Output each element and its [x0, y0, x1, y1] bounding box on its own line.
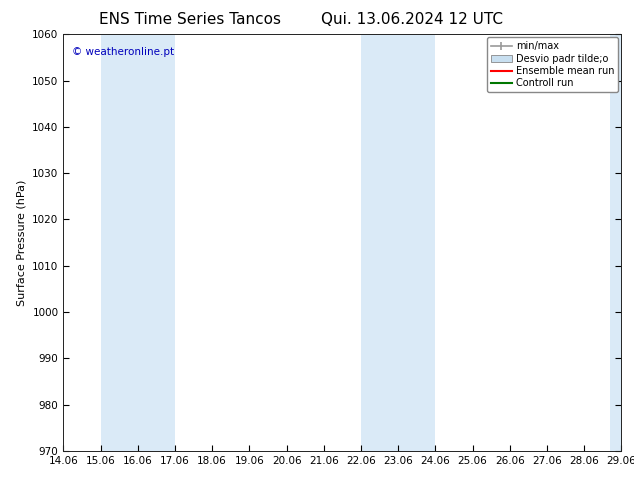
Text: ENS Time Series Tancos: ENS Time Series Tancos: [99, 12, 281, 27]
Bar: [610, 34, 634, 451]
Text: © weatheronline.pt: © weatheronline.pt: [72, 47, 174, 57]
Y-axis label: Surface Pressure (hPa): Surface Pressure (hPa): [16, 179, 27, 306]
Bar: [361, 34, 436, 451]
Text: Qui. 13.06.2024 12 UTC: Qui. 13.06.2024 12 UTC: [321, 12, 503, 27]
Bar: [101, 34, 175, 451]
Legend: min/max, Desvio padr tilde;o, Ensemble mean run, Controll run: min/max, Desvio padr tilde;o, Ensemble m…: [487, 37, 618, 92]
